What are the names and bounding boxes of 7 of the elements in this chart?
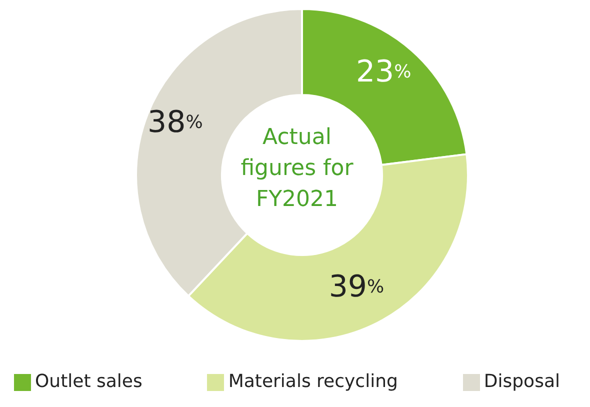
data-label: 23% xyxy=(356,54,412,90)
legend-label: Outlet sales xyxy=(35,370,142,394)
legend-label: Disposal xyxy=(484,370,560,394)
data-label: 38% xyxy=(148,104,203,140)
text: Actual figures for FY2021 xyxy=(240,124,354,214)
data-label: 39% xyxy=(328,269,384,304)
legend-label: Materials recycling xyxy=(228,370,398,394)
